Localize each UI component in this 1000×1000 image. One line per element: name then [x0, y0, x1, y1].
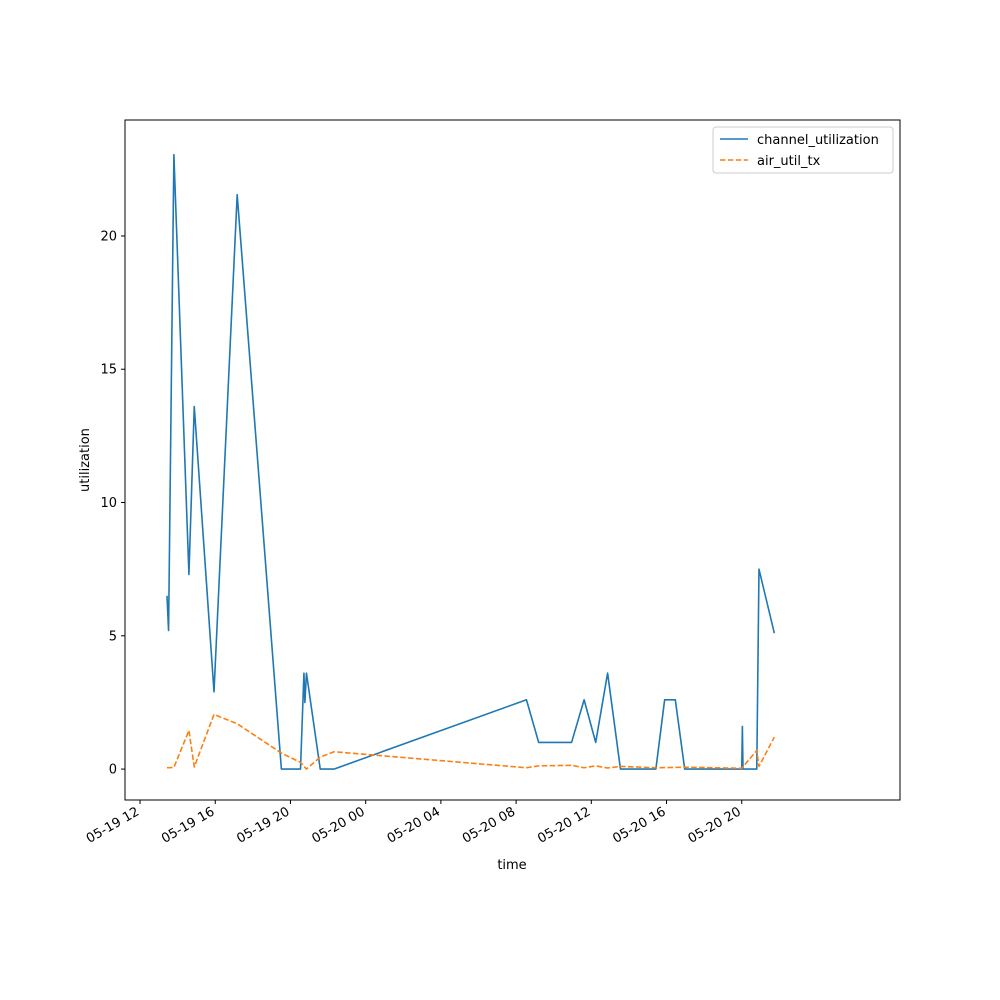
x-tick-label: 05-20 12	[535, 804, 593, 846]
y-tick-label: 5	[109, 629, 117, 644]
x-tick-label: 05-20 00	[310, 804, 368, 846]
y-tick-label: 10	[100, 496, 117, 511]
x-tick-label: 05-20 16	[610, 804, 668, 846]
y-tick-label: 15	[100, 363, 117, 378]
x-axis-ticks: 05-19 12 05-19 16 05-19 20 05-20 00 05-20 04…	[84, 800, 744, 847]
legend-label-channel-utilization: channel_utilization	[757, 133, 879, 148]
series-line-channel-utilization	[166, 153, 776, 770]
plot-frame	[124, 119, 901, 801]
legend: channel_utilization air_util_tx	[712, 126, 894, 174]
y-axis-ticks: 0 5 10 15 20	[100, 229, 125, 778]
x-tick-label: 05-20 20	[686, 804, 744, 846]
x-tick-label: 05-20 04	[385, 804, 443, 846]
x-axis-label: time	[497, 858, 526, 873]
y-axis-label: utilization	[78, 428, 93, 492]
y-tick-label: 20	[100, 229, 117, 244]
x-tick-label: 05-19 20	[234, 804, 292, 846]
series-layer	[166, 153, 776, 770]
legend-frame	[712, 126, 894, 174]
series-line-air-util-tx	[166, 713, 776, 770]
plot-area	[125, 120, 900, 800]
x-tick-label: 05-19 12	[84, 804, 142, 846]
x-tick-label: 05-19 16	[159, 804, 217, 846]
y-tick-label: 0	[109, 763, 117, 778]
legend-label-air-util-tx: air_util_tx	[757, 154, 821, 169]
x-tick-label: 05-20 08	[460, 804, 518, 846]
